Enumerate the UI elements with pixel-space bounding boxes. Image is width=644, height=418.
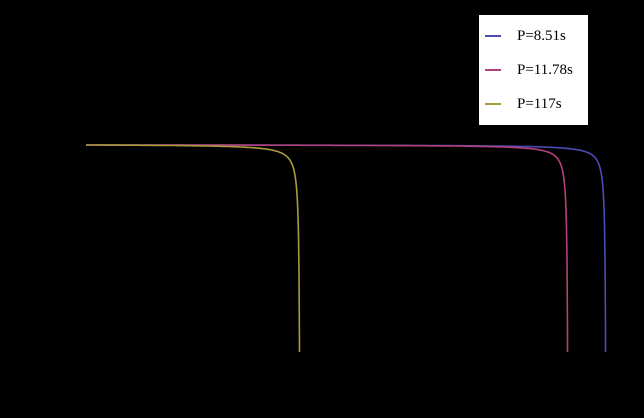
legend-swatch-3 [485, 103, 501, 105]
legend-swatch-2 [485, 69, 501, 71]
series-line-2 [86, 144, 569, 352]
legend-label-3: P=117s [517, 96, 562, 112]
legend-label-2: P=11.78s [517, 62, 573, 78]
legend-item-1: P=8.51s [479, 26, 588, 46]
series-line-3 [86, 144, 301, 352]
curves [86, 144, 607, 352]
legend-label-1: P=8.51s [517, 28, 566, 44]
legend-item-2: P=11.78s [479, 60, 588, 80]
legend-item-3: P=117s [479, 94, 588, 114]
legend-swatch-1 [485, 35, 501, 37]
series-line-1 [86, 144, 607, 352]
legend: P=8.51s P=11.78s P=117s [479, 15, 588, 125]
